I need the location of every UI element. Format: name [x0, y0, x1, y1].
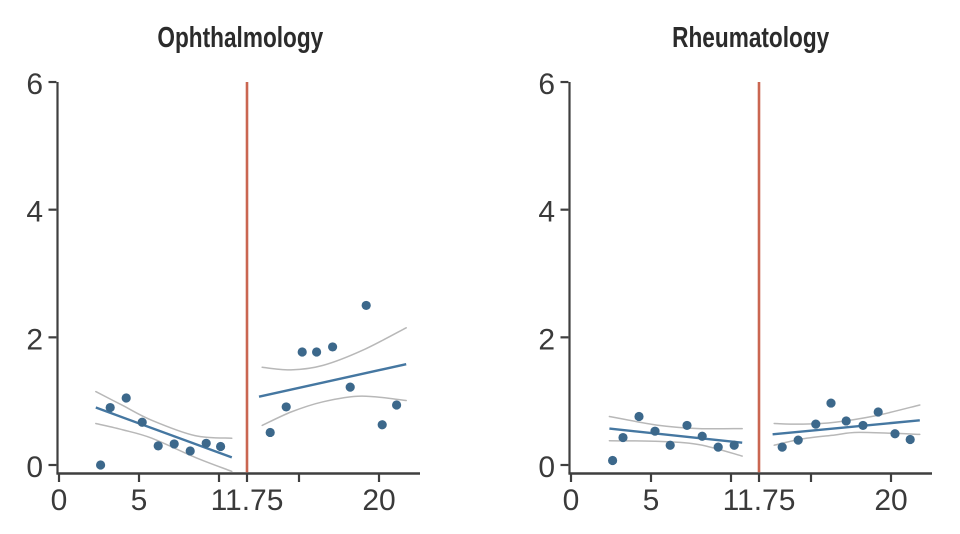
data-point — [121, 393, 131, 403]
x-tick-label: 5 — [131, 484, 148, 517]
x-tick-label: 20 — [874, 484, 907, 517]
y-tick-label: 0 — [26, 451, 43, 484]
confidence-band-upper — [773, 404, 921, 425]
panel-title-text: Rheumatology — [672, 21, 830, 54]
x-tick-label: 20 — [362, 484, 395, 517]
data-point — [811, 419, 821, 429]
data-point — [169, 439, 179, 449]
data-point — [361, 300, 371, 311]
data-point — [713, 442, 723, 452]
y-tick-label: 2 — [26, 323, 43, 356]
data-point — [105, 402, 115, 413]
chart-panel-rheumatology: 0 2 4 6 0 5 11.75 20 — [538, 68, 932, 517]
data-point — [608, 455, 618, 466]
data-point — [858, 420, 868, 431]
data-point — [618, 432, 628, 443]
confidence-band-upper — [608, 415, 743, 430]
data-point — [392, 400, 402, 410]
data-point — [777, 442, 787, 452]
confidence-band-upper — [95, 390, 233, 439]
confidence-band-lower — [773, 431, 921, 446]
fit-line — [258, 362, 407, 398]
fit-line — [95, 406, 233, 459]
data-point — [281, 402, 291, 412]
data-point — [890, 429, 900, 439]
data-point — [682, 420, 692, 431]
confidence-band-lower — [95, 422, 233, 473]
data-point — [96, 460, 106, 470]
data-point — [841, 416, 851, 426]
data-point — [665, 440, 675, 450]
confidence-band-upper — [261, 327, 407, 371]
y-tick-label: 4 — [538, 196, 555, 229]
fit-line — [772, 419, 920, 436]
x-tick-label: 5 — [643, 484, 660, 517]
data-point — [729, 440, 739, 450]
x-tick-label: 11.75 — [211, 484, 284, 517]
data-point — [328, 342, 338, 352]
data-point — [634, 411, 644, 422]
data-point — [312, 347, 322, 357]
y-tick-label: 6 — [26, 68, 43, 101]
data-point — [185, 446, 195, 456]
y-tick-label: 0 — [538, 451, 555, 484]
data-point — [905, 434, 915, 445]
data-point — [201, 438, 211, 448]
x-tick-label: 0 — [563, 484, 580, 517]
data-point — [216, 441, 226, 452]
y-tick-label: 2 — [538, 323, 555, 356]
data-point — [377, 420, 387, 430]
data-point — [345, 382, 355, 392]
x-tick-label: 11.75 — [723, 484, 796, 517]
confidence-band-lower — [608, 439, 743, 457]
data-point — [153, 441, 163, 451]
y-tick-label: 6 — [538, 68, 555, 101]
panel-title-rheumatology: Rheumatology — [551, 21, 951, 55]
panel-title-ophthalmology: Ophthalmology — [40, 21, 440, 55]
panel-title-text: Ophthalmology — [157, 21, 323, 54]
x-tick-label: 0 — [51, 484, 68, 517]
data-point — [873, 407, 883, 417]
fit-line — [609, 427, 743, 444]
data-point — [297, 347, 307, 357]
chart-panel-ophthalmology: 0 2 4 6 0 5 11.75 20 — [26, 68, 420, 517]
data-point — [826, 398, 836, 408]
confidence-band-lower — [261, 395, 407, 427]
data-point — [650, 426, 660, 436]
data-point — [793, 435, 803, 445]
data-point — [137, 417, 147, 427]
y-tick-label: 4 — [26, 196, 43, 229]
data-point — [697, 431, 707, 441]
data-point — [265, 427, 275, 438]
